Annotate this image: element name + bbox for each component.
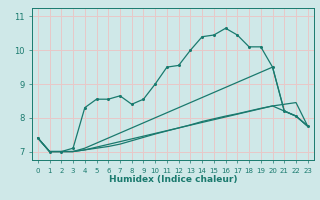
X-axis label: Humidex (Indice chaleur): Humidex (Indice chaleur)	[108, 175, 237, 184]
